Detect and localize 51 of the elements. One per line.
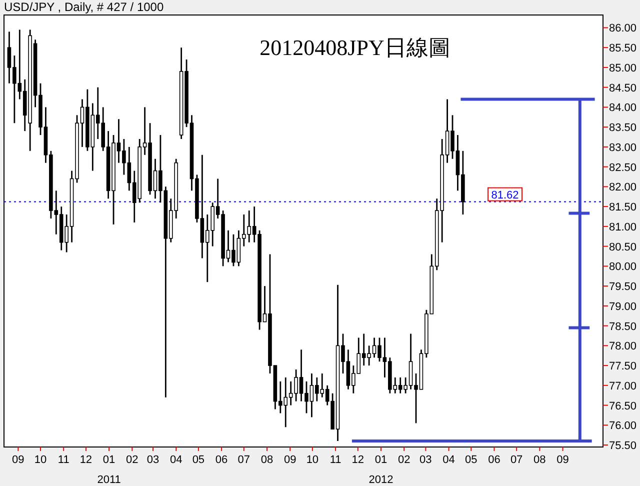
y-tick-label: 75.50 xyxy=(609,440,637,452)
x-tick-label: 10 xyxy=(306,454,319,466)
y-tick-label: 79.00 xyxy=(609,300,637,313)
y-tick-label: 77.50 xyxy=(609,360,637,373)
x-tick-label: 06 xyxy=(488,454,500,466)
x-tick-label: 12 xyxy=(352,454,364,466)
x-tick-label: 03 xyxy=(146,454,160,466)
y-tick-label: 85.00 xyxy=(609,62,637,74)
chart-subtitle: USD/JPY , Daily, # 427 / 1000 xyxy=(4,0,164,14)
y-tick-label: 79.50 xyxy=(609,281,637,294)
y-tick-label: 82.50 xyxy=(609,162,637,174)
x-tick-label: 11 xyxy=(330,454,342,466)
x-tick-label: 08 xyxy=(534,454,546,466)
x-tick-label: 09 xyxy=(284,454,296,466)
y-tick-label: 84.00 xyxy=(609,102,637,114)
x-tick-label: 04 xyxy=(170,454,182,466)
x-tick-label: 02 xyxy=(398,454,410,466)
y-tick-label: 85.50 xyxy=(609,42,637,55)
y-tick-label: 83.50 xyxy=(609,122,637,134)
x-tick-label: 05 xyxy=(192,454,205,466)
x-tick-label: 12 xyxy=(80,454,92,466)
x-tick-label: 10 xyxy=(34,454,47,466)
y-tick-label: 81.50 xyxy=(609,202,637,214)
y-tick-label: 82.00 xyxy=(609,182,637,194)
x-tick-label: 09 xyxy=(556,454,569,466)
x-tick-label: 04 xyxy=(442,454,455,466)
x-tick-label: 05 xyxy=(465,454,478,466)
y-tick-label: 77.00 xyxy=(609,380,637,392)
x-tick-label: 11 xyxy=(58,454,70,466)
y-tick-label: 84.50 xyxy=(609,82,637,94)
y-tick-label: 86.00 xyxy=(609,22,637,35)
x-tick-label: 01 2012 xyxy=(368,454,394,486)
ref-line-label: 81.62 xyxy=(491,189,519,202)
x-tick-label: 07 xyxy=(510,454,523,466)
y-tick-label: 80.50 xyxy=(609,241,637,254)
y-tick-label: 81.00 xyxy=(609,221,637,234)
x-tick-label: 09 xyxy=(12,454,24,466)
y-tick-label: 78.00 xyxy=(609,340,637,353)
x-tick-label: 02 xyxy=(126,454,138,466)
y-tick-label: 80.00 xyxy=(609,261,637,274)
y-tick-label: 83.00 xyxy=(609,142,637,154)
x-tick-label: 07 xyxy=(238,454,250,466)
x-tick-label: 03 xyxy=(420,454,432,466)
x-tick-label: 06 xyxy=(215,454,228,466)
x-tick-label: 01 2011 xyxy=(97,454,121,486)
y-tick-label: 78.50 xyxy=(609,320,637,333)
y-tick-label: 76.50 xyxy=(609,400,637,412)
text: 20120408JPY日線圖 xyxy=(260,35,450,60)
ref-label: 81.62 xyxy=(488,187,522,202)
x-tick-label: 08 xyxy=(260,454,274,466)
y-tick-label: 76.00 xyxy=(609,420,637,432)
